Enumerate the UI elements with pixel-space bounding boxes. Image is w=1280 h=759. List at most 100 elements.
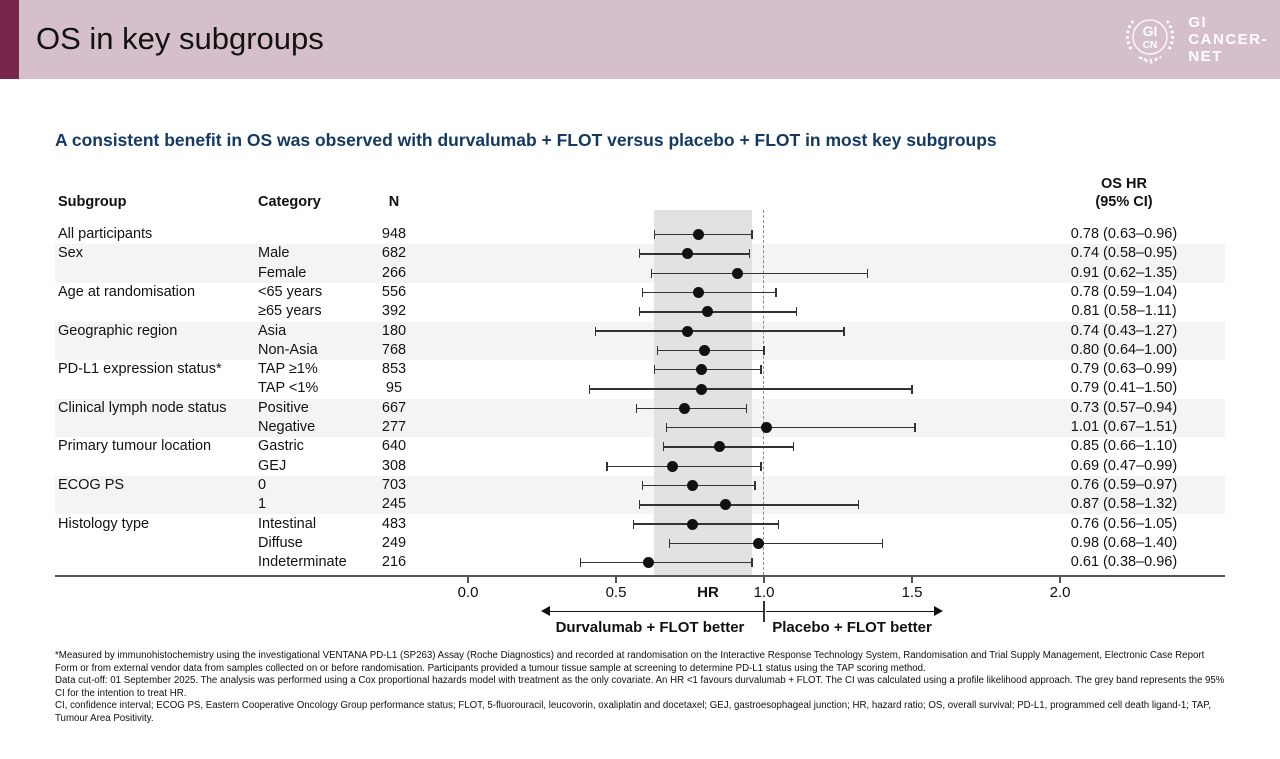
row-category-label: 1 xyxy=(258,496,267,513)
ci-whisker xyxy=(639,504,859,506)
right-arrow-line xyxy=(766,610,934,612)
row-category-label: Diffuse xyxy=(258,534,303,551)
svg-text:GI: GI xyxy=(1143,23,1158,39)
x-axis-line xyxy=(55,575,1225,577)
ci-cap-low xyxy=(662,442,665,452)
ci-whisker xyxy=(639,311,797,313)
hr-marker xyxy=(702,306,714,318)
logo-line1: GI xyxy=(1188,13,1208,31)
ci-cap-low xyxy=(656,345,659,355)
ci-cap-high xyxy=(751,558,753,568)
ci-whisker xyxy=(663,446,794,448)
row-n-value: 853 xyxy=(381,361,407,378)
hr-marker xyxy=(699,344,711,356)
row-hr-text: 0.85 (0.66–1.10) xyxy=(1070,438,1178,455)
hr-marker xyxy=(681,248,693,260)
row-subgroup-label: Clinical lymph node status xyxy=(58,399,227,416)
ci-whisker xyxy=(595,330,844,332)
row-subgroup-label: Histology type xyxy=(58,515,150,532)
ci-cap-high xyxy=(795,307,798,317)
row-category-label: Non-Asia xyxy=(258,341,318,358)
column-header-category: Category xyxy=(258,194,321,210)
axis-tick-label: 0.0 xyxy=(457,584,479,601)
ci-cap-low xyxy=(653,365,656,375)
row-subgroup-label: ECOG PS xyxy=(58,476,125,493)
ci-cap-high xyxy=(858,500,860,510)
ci-cap-high xyxy=(754,481,756,491)
row-shading xyxy=(55,340,1225,361)
row-category-label: Indeterminate xyxy=(258,554,347,571)
axis-tick-label: 1.0 xyxy=(753,584,775,601)
axis-tick-label: 1.5 xyxy=(901,584,923,601)
hr-marker xyxy=(643,557,655,569)
footnote-analysis: Data cut-off: 01 September 2025. The ana… xyxy=(55,675,1225,699)
axis-tick xyxy=(1059,575,1061,583)
row-subgroup-label: All participants xyxy=(58,226,153,242)
row-n-value: 216 xyxy=(381,554,407,571)
hr-marker xyxy=(696,383,708,395)
ci-cap-low xyxy=(641,288,644,298)
row-n-value: 249 xyxy=(381,534,407,551)
ci-whisker xyxy=(607,465,762,467)
key-message: A consistent benefit in OS was observed … xyxy=(55,130,997,150)
x-axis-title: HR xyxy=(697,584,719,601)
row-category-label: Gastric xyxy=(258,438,304,455)
row-shading xyxy=(55,418,1225,438)
ci-cap-low xyxy=(633,519,635,529)
row-category-label: ≥65 years xyxy=(258,303,322,320)
ci-cap-high xyxy=(775,288,777,298)
axis-tick xyxy=(911,575,913,583)
ci-cap-low xyxy=(606,461,608,471)
ci-whisker xyxy=(657,349,764,352)
hr-marker xyxy=(761,422,773,434)
row-hr-text: 0.78 (0.63–0.96) xyxy=(1070,226,1178,242)
footnotes: *Measured by immunohistochemistry using … xyxy=(55,650,1227,725)
row-n-value: 768 xyxy=(381,341,407,358)
logo-line2: CANCER- xyxy=(1188,30,1268,48)
row-hr-text: 0.79 (0.63–0.99) xyxy=(1070,361,1178,378)
row-category-label: <65 years xyxy=(258,283,323,300)
reference-line xyxy=(763,210,765,575)
row-n-value: 483 xyxy=(381,515,407,532)
row-category-label: Male xyxy=(258,245,290,262)
row-hr-text: 0.74 (0.58–0.95) xyxy=(1070,245,1178,262)
row-subgroup-label: Geographic region xyxy=(58,322,178,339)
ci-whisker xyxy=(642,484,756,487)
axis-tick-label: 0.5 xyxy=(605,584,627,601)
hr-marker xyxy=(752,537,764,549)
hr-marker xyxy=(666,460,678,472)
ci-cap-high xyxy=(778,519,780,529)
axis-tick xyxy=(467,575,469,583)
left-arrow-label: Durvalumab + FLOT better xyxy=(555,619,745,636)
row-hr-text: 0.73 (0.57–0.94) xyxy=(1070,399,1178,416)
ci-cap-high xyxy=(866,268,869,278)
hr-marker xyxy=(693,229,705,241)
ci-cap-low xyxy=(653,230,656,240)
row-hr-text: 0.79 (0.41–1.50) xyxy=(1070,380,1178,397)
ci-whisker xyxy=(642,291,776,294)
column-header-n: N xyxy=(388,194,400,210)
hr-marker xyxy=(720,499,732,511)
row-n-value: 180 xyxy=(381,322,407,339)
right-arrow-label: Placebo + FLOT better xyxy=(772,619,932,636)
ci-cap-high xyxy=(760,461,762,471)
footnote-abbreviations: CI, confidence interval; ECOG PS, Easter… xyxy=(55,700,1212,724)
accent-bar xyxy=(0,0,19,79)
ci-cap-low xyxy=(594,326,596,336)
row-subgroup-label: Primary tumour location xyxy=(58,438,212,455)
row-hr-text: 0.74 (0.43–1.27) xyxy=(1070,322,1178,339)
right-arrowhead-icon xyxy=(934,606,943,616)
row-n-value: 948 xyxy=(381,226,407,242)
row-n-value: 277 xyxy=(381,419,407,435)
row-subgroup-label: Sex xyxy=(58,245,83,262)
ci-cap-high xyxy=(751,230,753,240)
header: OS in key subgroups GI CN GI CANCER- NET xyxy=(0,0,1280,79)
row-n-value: 640 xyxy=(381,438,407,455)
ci-cap-high xyxy=(745,403,747,413)
row-hr-text: 1.01 (0.67–1.51) xyxy=(1070,419,1178,435)
column-header-subgroup: Subgroup xyxy=(58,194,127,210)
page-title: OS in key subgroups xyxy=(36,21,324,56)
left-arrow-line xyxy=(548,610,763,612)
ci-cap-high xyxy=(760,365,762,375)
